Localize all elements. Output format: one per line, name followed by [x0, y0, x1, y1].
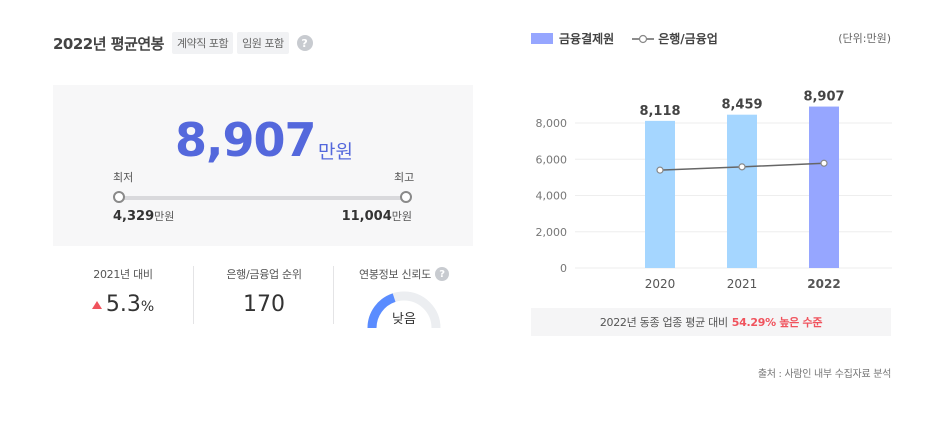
y-tick-label: 8,000	[536, 117, 568, 130]
y-tick-label: 2,000	[536, 226, 568, 239]
min-salary-unit: 만원	[154, 210, 175, 223]
y-tick-label: 4,000	[536, 190, 568, 203]
average-salary-box: 8,907 만원 최저 최고 4,329만원 11,004만원	[53, 85, 473, 246]
legend-series1: 금융결제원	[559, 32, 615, 46]
bar-value-label: 8,118	[639, 104, 680, 119]
reliability-stat: 연봉정보 신뢰도 ? 낮음	[335, 266, 473, 329]
contract-tag: 계약직 포함	[171, 32, 234, 54]
line-point	[820, 159, 828, 167]
max-label: 최고	[394, 171, 415, 184]
bar	[645, 120, 675, 268]
range-min-knob	[113, 191, 125, 203]
legend-series2: 은행/금융업	[658, 32, 718, 46]
salary-bar-chart: 0 2,000 4,000 6,000 8,000 8,118 2020 8,459 2021 8…	[536, 90, 892, 291]
min-salary-value: 4,329	[113, 209, 155, 224]
help-icon[interactable]: ?	[296, 35, 313, 51]
line-point	[656, 166, 664, 174]
x-tick-label: 2021	[727, 277, 758, 291]
bar-value-label: 8,907	[803, 90, 844, 105]
unit-label: (단위:만원)	[838, 32, 891, 45]
yoy-percent: %	[140, 299, 155, 315]
yoy-label: 2021년 대비	[93, 268, 153, 281]
yoy-value-row: 5.3%	[53, 292, 193, 317]
comparison-note: 2022년 동종 업종 평균 대비 54.29% 높은 수준	[531, 308, 891, 336]
line-point	[738, 163, 746, 171]
range-max-knob	[400, 191, 412, 203]
chart-legend: 금융결제원 은행/금융업	[531, 30, 718, 47]
reliability-label: 연봉정보 신뢰도	[359, 268, 431, 281]
max-salary: 11,004만원	[342, 208, 412, 224]
salary-range-track	[119, 196, 407, 200]
bar	[809, 106, 839, 268]
rank-value: 170	[243, 292, 285, 317]
divider	[333, 266, 334, 324]
min-label: 최저	[113, 171, 134, 184]
rank-label: 은행/금융업 순위	[226, 268, 302, 281]
note-highlight: 54.29% 높은 수준	[731, 316, 823, 329]
reliability-label-row: 연봉정보 신뢰도 ?	[335, 266, 473, 282]
y-tick-label: 0	[560, 262, 567, 275]
note-text: 2022년 동종 업종 평균 대비	[599, 316, 728, 329]
reliability-gauge: 낮음	[366, 290, 442, 329]
bar-legend-swatch	[531, 33, 553, 44]
executive-tag: 임원 포함	[237, 32, 289, 54]
bar	[727, 114, 757, 268]
page-title: 2022년 평균연봉	[53, 34, 164, 53]
average-salary-value: 8,907	[175, 113, 317, 167]
gauge-arc	[367, 291, 441, 329]
rank-stat: 은행/금융업 순위 170	[195, 266, 333, 317]
min-salary: 4,329만원	[113, 208, 174, 224]
line-legend-icon	[632, 34, 655, 43]
x-tick-label: 2020	[645, 277, 676, 291]
max-salary-value: 11,004	[341, 209, 392, 224]
up-arrow-icon	[91, 301, 102, 309]
yoy-stat: 2021년 대비 5.3%	[53, 266, 193, 317]
salary-header: 2022년 평균연봉 계약직 포함 임원 포함 ?	[53, 32, 313, 54]
help-icon[interactable]: ?	[434, 267, 449, 281]
max-salary-unit: 만원	[391, 210, 412, 223]
bar-value-label: 8,459	[721, 98, 762, 113]
y-tick-label: 6,000	[536, 153, 568, 166]
yoy-value: 5.3	[105, 292, 141, 317]
average-salary-unit: 만원	[318, 141, 353, 163]
x-tick-label: 2022	[807, 277, 840, 291]
source-text: 출처 : 사람인 내부 수집자료 분석	[757, 369, 891, 380]
reliability-value: 낮음	[392, 312, 416, 327]
divider	[193, 266, 194, 324]
